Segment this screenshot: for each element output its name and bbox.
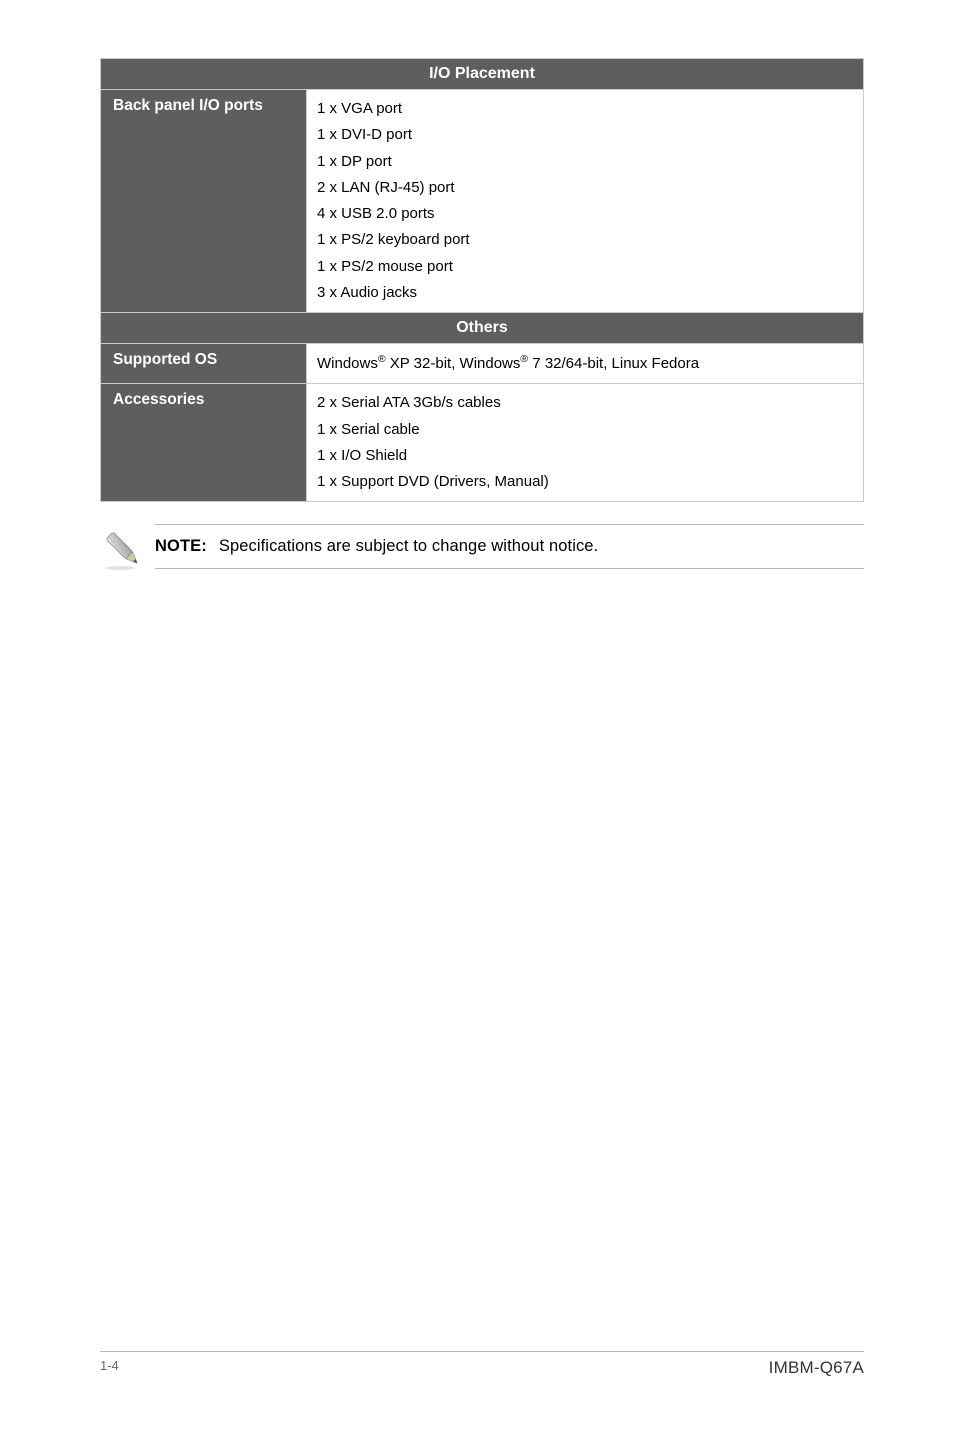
row-supported-os-label: Supported OS	[101, 344, 307, 384]
os-pre: Windows	[317, 355, 378, 372]
page-footer: 1-4 IMBM-Q67A	[100, 1351, 864, 1378]
bp-line-7: 3 x Audio jacks	[317, 284, 417, 301]
row-accessories-label: Accessories	[101, 384, 307, 502]
bp-line-0: 1 x VGA port	[317, 100, 402, 117]
acc-line-3: 1 x Support DVD (Drivers, Manual)	[317, 473, 549, 490]
footer-model: IMBM-Q67A	[769, 1358, 864, 1378]
note-text: Specifications are subject to change wit…	[219, 537, 598, 555]
os-mid1: XP 32-bit, Windows	[386, 355, 521, 372]
row-back-panel-value: 1 x VGA port 1 x DVI-D port 1 x DP port …	[307, 90, 864, 313]
bp-line-5: 1 x PS/2 keyboard port	[317, 231, 470, 248]
acc-line-0: 2 x Serial ATA 3Gb/s cables	[317, 394, 501, 411]
note-body: NOTE: Specifications are subject to chang…	[155, 524, 864, 569]
note-block: NOTE: Specifications are subject to chang…	[100, 524, 864, 577]
row-supported-os-value: Windows® XP 32-bit, Windows® 7 32/64-bit…	[307, 344, 864, 384]
bp-line-4: 4 x USB 2.0 ports	[317, 205, 435, 222]
acc-line-1: 1 x Serial cable	[317, 421, 420, 438]
note-label: NOTE:	[155, 537, 207, 555]
bp-line-6: 1 x PS/2 mouse port	[317, 258, 453, 275]
row-accessories: Accessories 2 x Serial ATA 3Gb/s cables …	[101, 384, 864, 502]
acc-line-2: 1 x I/O Shield	[317, 447, 407, 464]
footer-page-number: 1-4	[100, 1358, 119, 1378]
row-back-panel-label: Back panel I/O ports	[101, 90, 307, 313]
spec-table: I/O Placement Back panel I/O ports 1 x V…	[100, 58, 864, 502]
section-io-placement-header: I/O Placement	[101, 59, 864, 90]
os-reg2: ®	[520, 353, 528, 365]
row-back-panel: Back panel I/O ports 1 x VGA port 1 x DV…	[101, 90, 864, 313]
os-reg1: ®	[378, 353, 386, 365]
pencil-icon	[100, 524, 155, 577]
bp-line-2: 1 x DP port	[317, 153, 392, 170]
bp-line-1: 1 x DVI-D port	[317, 126, 412, 143]
row-supported-os: Supported OS Windows® XP 32-bit, Windows…	[101, 344, 864, 384]
os-post: 7 32/64-bit, Linux Fedora	[528, 355, 699, 372]
bp-line-3: 2 x LAN (RJ-45) port	[317, 179, 455, 196]
row-accessories-value: 2 x Serial ATA 3Gb/s cables 1 x Serial c…	[307, 384, 864, 502]
section-others-header: Others	[101, 313, 864, 344]
